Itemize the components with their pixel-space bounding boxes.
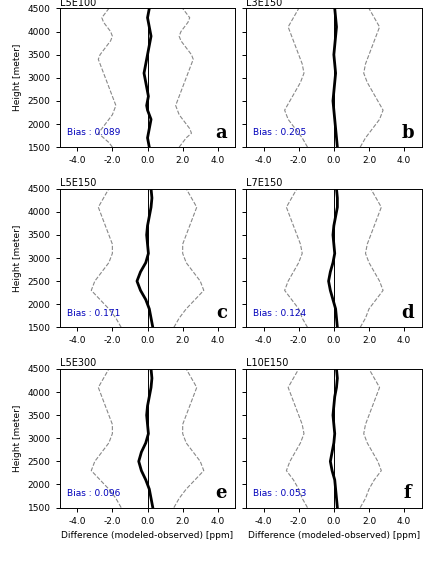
Text: f: f <box>404 484 412 502</box>
X-axis label: Difference (modeled-observed) [ppm]: Difference (modeled-observed) [ppm] <box>248 531 420 540</box>
Text: L5E150: L5E150 <box>60 178 96 188</box>
Text: d: d <box>401 304 414 322</box>
Text: L10E150: L10E150 <box>246 358 288 368</box>
Text: L7E150: L7E150 <box>246 178 282 188</box>
Text: Bias : 0.053: Bias : 0.053 <box>253 489 306 498</box>
Text: Bias : 0.096: Bias : 0.096 <box>67 489 120 498</box>
X-axis label: Difference (modeled-observed) [ppm]: Difference (modeled-observed) [ppm] <box>61 531 233 540</box>
Text: L5E300: L5E300 <box>60 358 96 368</box>
Y-axis label: Height [meter]: Height [meter] <box>13 404 22 472</box>
Text: e: e <box>216 484 227 502</box>
Y-axis label: Height [meter]: Height [meter] <box>13 224 22 292</box>
Text: c: c <box>216 304 227 322</box>
Text: L5E100: L5E100 <box>60 0 96 8</box>
Text: b: b <box>401 124 414 142</box>
Text: L3E150: L3E150 <box>246 0 282 8</box>
Y-axis label: Height [meter]: Height [meter] <box>13 44 22 112</box>
Text: a: a <box>216 124 227 142</box>
Text: Bias : 0.089: Bias : 0.089 <box>67 129 120 138</box>
Text: Bias : 0.205: Bias : 0.205 <box>253 129 306 138</box>
Text: Bias : 0.171: Bias : 0.171 <box>67 309 120 318</box>
Text: Bias : 0.124: Bias : 0.124 <box>253 309 306 318</box>
